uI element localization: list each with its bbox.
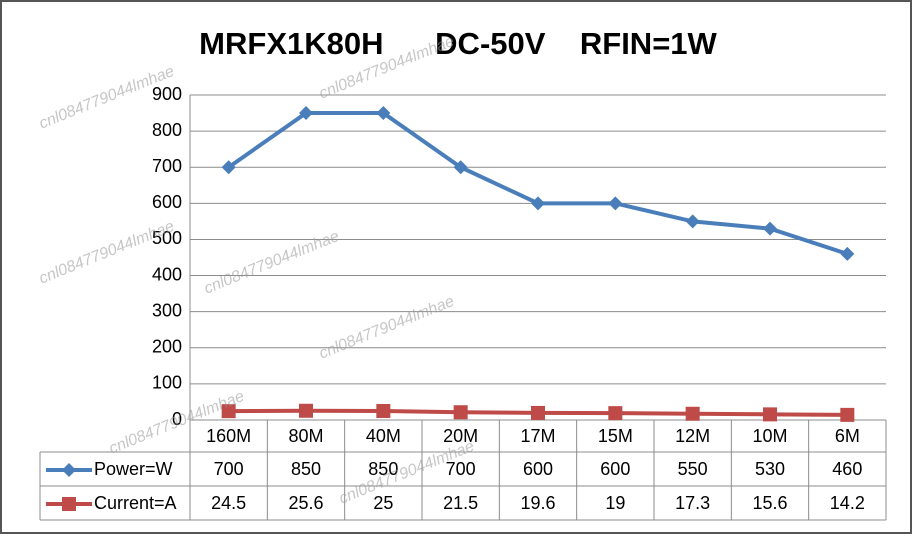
table-value: 19.6 (520, 493, 555, 513)
table-value: 14.2 (830, 493, 865, 513)
y-tick-label: 600 (152, 192, 182, 212)
point (221, 160, 236, 175)
y-tick-label: 400 (152, 264, 182, 284)
table-value: 25.6 (288, 493, 323, 513)
table-value: 600 (600, 459, 630, 479)
point (685, 406, 700, 421)
y-tick-label: 800 (152, 120, 182, 140)
table-value: 15.6 (752, 493, 787, 513)
point (763, 221, 777, 236)
legend-marker (62, 497, 76, 511)
point (376, 403, 391, 418)
point (840, 407, 855, 422)
table-value: 460 (832, 459, 862, 479)
legend-label: Current=A (94, 493, 177, 513)
legend-label: Power=W (94, 459, 173, 479)
x-tick-label: 6M (835, 426, 860, 446)
legend-marker (62, 463, 76, 477)
y-tick-label: 100 (152, 373, 182, 393)
point (221, 404, 236, 419)
chart-title: MRFX1K80H DC-50V RFIN=1W (199, 26, 717, 61)
table-value: 530 (755, 459, 785, 479)
point (685, 214, 700, 229)
table-value: 700 (214, 459, 244, 479)
table-value: 25 (373, 493, 393, 513)
y-tick-label: 200 (152, 337, 182, 357)
y-tick-label: 300 (152, 300, 182, 320)
point (376, 106, 391, 121)
y-tick-label: 900 (152, 84, 182, 104)
table-value: 19 (605, 493, 625, 513)
x-tick-label: 40M (366, 426, 401, 446)
point (608, 406, 623, 421)
table-value: 24.5 (211, 493, 246, 513)
point (608, 196, 623, 211)
x-tick-label: 17M (520, 426, 555, 446)
y-tick-label: 500 (152, 228, 182, 248)
table-value: 17.3 (675, 493, 710, 513)
x-tick-label: 15M (598, 426, 633, 446)
x-tick-label: 160M (206, 426, 251, 446)
y-tick-label: 700 (152, 156, 182, 176)
x-tick-label: 80M (288, 426, 323, 446)
point (453, 160, 468, 175)
table-value: 550 (678, 459, 708, 479)
table-value: 850 (368, 459, 398, 479)
table-value: 600 (523, 459, 553, 479)
point (763, 407, 777, 422)
table-value: 700 (446, 459, 476, 479)
point (531, 196, 545, 211)
x-tick-label: 10M (752, 426, 787, 446)
x-tick-label: 12M (675, 426, 710, 446)
table-value: 850 (291, 459, 321, 479)
point (840, 246, 855, 261)
point (299, 403, 313, 418)
x-tick-label: 20M (443, 426, 478, 446)
point (531, 405, 545, 420)
point (453, 405, 468, 420)
point (299, 106, 313, 121)
table-value: 21.5 (443, 493, 478, 513)
y-tick-label: 0 (172, 409, 182, 429)
